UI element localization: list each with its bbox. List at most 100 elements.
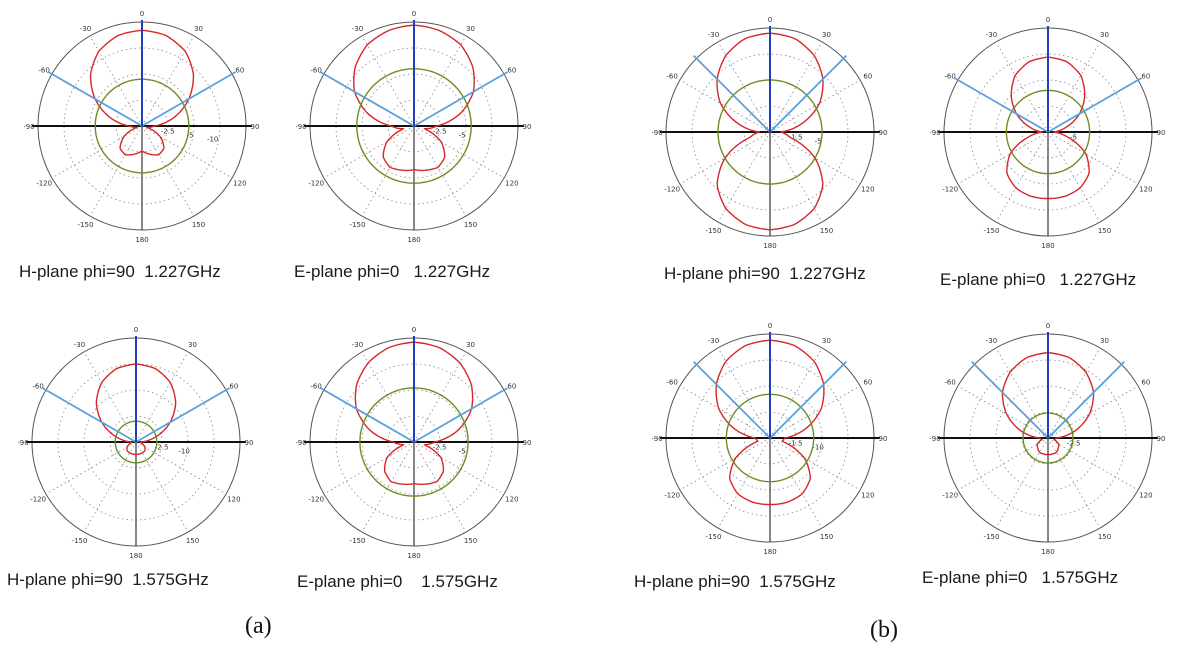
- polar-radial-label: -2.5: [433, 128, 447, 136]
- polar-series-red: [716, 32, 824, 231]
- polar-plot-b-h-1575: 0 30 60 90 120 150 180 -150 -120 -90 -60 -30 -1.5 -10: [652, 322, 887, 556]
- polar-radial-label: -10: [207, 135, 218, 143]
- polar-angle-label: -90: [296, 123, 307, 131]
- polar-grid-spoke: [323, 441, 415, 495]
- polar-angle-label: 0: [768, 16, 772, 24]
- polar-grid-spoke: [769, 437, 861, 491]
- polar-grid-spoke: [995, 437, 1049, 529]
- polar-grid-spoke: [769, 131, 861, 185]
- polar-angle-label: 90: [251, 123, 260, 131]
- polar-angle-label: -30: [986, 31, 997, 39]
- polar-plot-b-e-1227: 0 30 60 90 120 150 180 -150 -120 -90 -60 -30 -5: [930, 16, 1166, 250]
- polar-angle-label: -90: [930, 435, 941, 443]
- polar-grid-spoke: [995, 347, 1049, 439]
- polar-angle-label: 120: [1139, 492, 1152, 500]
- polar-angle-label: -120: [942, 492, 958, 500]
- polar-plot-a-h-1227: 0 30 60 90 120 150 180 -150 -120 -90 -60 -30 -2.5 -5 -…: [24, 10, 260, 244]
- polar-grid-spoke: [995, 131, 1049, 223]
- polar-angle-label: 30: [1100, 337, 1109, 345]
- polar-beam-line: [970, 360, 1049, 439]
- polar-beam-line: [1047, 77, 1142, 133]
- polar-grid-spoke: [769, 131, 823, 223]
- polar-beam-line: [769, 54, 848, 133]
- polar-angle-label: 0: [412, 326, 416, 334]
- polar-radial-label: -2.5: [1067, 440, 1081, 448]
- polar-angle-label: -90: [652, 435, 663, 443]
- polar-series-green: [717, 79, 823, 185]
- polar-angle-label: 180: [1041, 548, 1054, 556]
- polar-grid-spoke: [1047, 131, 1139, 185]
- polar-angle-label: 30: [466, 25, 475, 33]
- polar-grid-spoke: [361, 441, 415, 533]
- polar-plot-a-e-1227: 0 30 60 90 120 150 180 -150 -120 -90 -60 -30 -2.5 -5: [296, 10, 532, 244]
- polar-grid-spoke: [83, 351, 137, 443]
- polar-angle-label: -60: [666, 73, 677, 81]
- polar-grid-spoke: [1047, 437, 1101, 529]
- polar-angle-label: -60: [944, 73, 955, 81]
- polar-radial-label: -5: [1070, 134, 1077, 142]
- polar-angle-label: 60: [507, 67, 516, 75]
- polar-angle-label: 60: [863, 379, 872, 387]
- polar-angle-label: 180: [407, 236, 420, 244]
- polar-beam-line: [320, 387, 415, 443]
- polar-angle-label: 150: [820, 533, 833, 541]
- polar-beam-line: [320, 71, 415, 127]
- polar-angle-label: -60: [38, 67, 49, 75]
- polar-grid-spoke: [679, 131, 771, 185]
- polar-angle-label: 60: [235, 67, 244, 75]
- polar-angle-label: 60: [1141, 379, 1150, 387]
- polar-grid-spoke: [1047, 347, 1101, 439]
- polar-grid-spoke: [135, 351, 189, 443]
- polar-angle-label: 60: [229, 383, 238, 391]
- polar-radial-label: -2.5: [433, 444, 447, 452]
- polar-radial-label: -1.5: [789, 134, 803, 142]
- panel-label-a: (a): [245, 613, 272, 639]
- caption-b-h-1575: H-plane phi=90 1.575GHz: [634, 572, 836, 591]
- polar-angle-label: -150: [78, 221, 94, 229]
- polar-angle-label: -120: [664, 492, 680, 500]
- polar-angle-label: -90: [296, 439, 307, 447]
- polar-beam-line: [48, 71, 143, 127]
- polar-grid-spoke: [769, 41, 823, 133]
- polar-angle-label: -150: [984, 227, 1000, 235]
- polar-grid-spoke: [51, 125, 143, 179]
- polar-angle-label: 90: [523, 123, 532, 131]
- polar-angle-label: 150: [820, 227, 833, 235]
- polar-angle-label: 150: [464, 221, 477, 229]
- polar-angle-label: 150: [186, 537, 199, 545]
- polar-angle-label: 180: [763, 242, 776, 250]
- polar-angle-label: -30: [80, 25, 91, 33]
- polar-angle-label: 30: [194, 25, 203, 33]
- polar-series-red: [715, 339, 825, 506]
- polar-grid-spoke: [717, 437, 771, 529]
- polar-grid-spoke: [679, 385, 771, 439]
- polar-radial-label: -10: [178, 447, 189, 455]
- polar-grid-spoke: [413, 351, 467, 443]
- polar-angle-label: 180: [407, 552, 420, 560]
- polar-grid-spoke: [717, 131, 771, 223]
- polar-grid-spoke: [413, 125, 467, 217]
- polar-grid-spoke: [413, 125, 505, 179]
- polar-grid-spoke: [769, 347, 823, 439]
- polar-angle-label: 30: [1100, 31, 1109, 39]
- polar-grid-spoke: [679, 437, 771, 491]
- polar-grid-spoke: [141, 125, 233, 179]
- polar-angle-label: 180: [135, 236, 148, 244]
- caption-a-h-1227: H-plane phi=90 1.227GHz: [19, 262, 221, 281]
- polar-angle-label: 120: [505, 180, 518, 188]
- polar-angle-label: 90: [1157, 129, 1166, 137]
- polar-angle-label: 150: [464, 537, 477, 545]
- polar-series-red: [1001, 351, 1095, 456]
- polar-angle-label: 60: [1141, 73, 1150, 81]
- caption-b-h-1227: H-plane phi=90 1.227GHz: [664, 264, 866, 283]
- polar-angle-label: -60: [32, 383, 43, 391]
- polar-angle-label: 120: [861, 186, 874, 194]
- polar-radial-label: -1.5: [789, 440, 803, 448]
- polar-angle-label: -120: [308, 180, 324, 188]
- polar-grid-spoke: [679, 79, 771, 133]
- polar-beam-line: [141, 71, 236, 127]
- polar-angle-label: 150: [1098, 533, 1111, 541]
- panel-label-b: (b): [870, 617, 898, 643]
- polar-grid-spoke: [957, 437, 1049, 491]
- polar-angle-label: -150: [350, 221, 366, 229]
